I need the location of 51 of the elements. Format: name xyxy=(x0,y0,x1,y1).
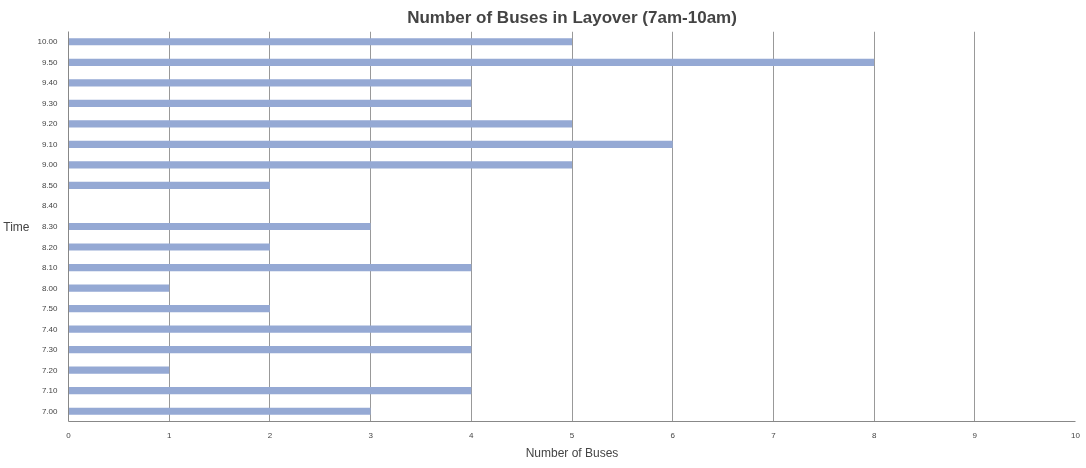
y-tick-label: 9.30 xyxy=(41,98,59,108)
bar xyxy=(68,284,170,292)
y-tick-label: 9.10 xyxy=(41,139,59,149)
y-tick-label: 10.00 xyxy=(37,37,59,47)
x-tick-label: 9 xyxy=(972,430,978,440)
x-tick-label: 2 xyxy=(267,430,273,440)
bar xyxy=(68,58,875,66)
y-tick-label: 8.30 xyxy=(41,222,59,231)
bar xyxy=(68,263,472,272)
y-tick-label: 9.40 xyxy=(41,78,59,88)
bar xyxy=(68,99,472,107)
y-tick-label: 8.20 xyxy=(41,242,59,252)
x-tick-label: 8 xyxy=(871,430,877,440)
x-tick-label: 1 xyxy=(166,430,172,440)
chart-title: Number of Buses in Layover (7am-10am) xyxy=(407,7,737,27)
x-tick-label: 7 xyxy=(771,430,777,440)
bar xyxy=(68,181,270,190)
y-tick-label: 7.50 xyxy=(41,304,59,314)
bar xyxy=(68,38,572,46)
x-tick-label: 3 xyxy=(368,430,374,440)
y-tick-label: 8.00 xyxy=(41,283,59,293)
x-tick-label: 5 xyxy=(569,430,575,440)
bar xyxy=(68,366,170,374)
bar xyxy=(68,325,472,333)
y-tick-label: 8.50 xyxy=(41,180,59,190)
x-axis-title: Number of Buses xyxy=(525,445,619,460)
y-tick-label: 7.10 xyxy=(41,386,59,396)
x-tick-label: 6 xyxy=(670,430,676,440)
y-tick-label: 9.20 xyxy=(41,119,59,129)
bar xyxy=(68,79,472,87)
y-tick-label: 8.10 xyxy=(41,263,59,273)
y-tick-label: 7.30 xyxy=(41,345,59,355)
x-tick-label: 4 xyxy=(469,430,475,440)
bar xyxy=(68,222,371,231)
bar xyxy=(68,140,673,148)
y-tick-label: 7.00 xyxy=(41,406,59,416)
y-tick-label: 7.40 xyxy=(41,324,59,334)
bar xyxy=(68,243,270,251)
y-tick-label: 9.00 xyxy=(41,160,59,170)
bar xyxy=(68,387,472,395)
y-tick-label: 8.40 xyxy=(41,201,59,211)
y-axis-title: Time xyxy=(3,219,30,234)
bar xyxy=(68,120,572,128)
bar xyxy=(68,305,270,313)
x-tick-label: 0 xyxy=(66,430,72,440)
bar xyxy=(68,407,371,415)
bar xyxy=(68,346,472,354)
bar xyxy=(68,161,572,169)
y-tick-label: 7.20 xyxy=(41,365,59,375)
y-tick-label: 9.50 xyxy=(41,57,59,67)
x-tick-label: 10 xyxy=(1071,430,1081,440)
